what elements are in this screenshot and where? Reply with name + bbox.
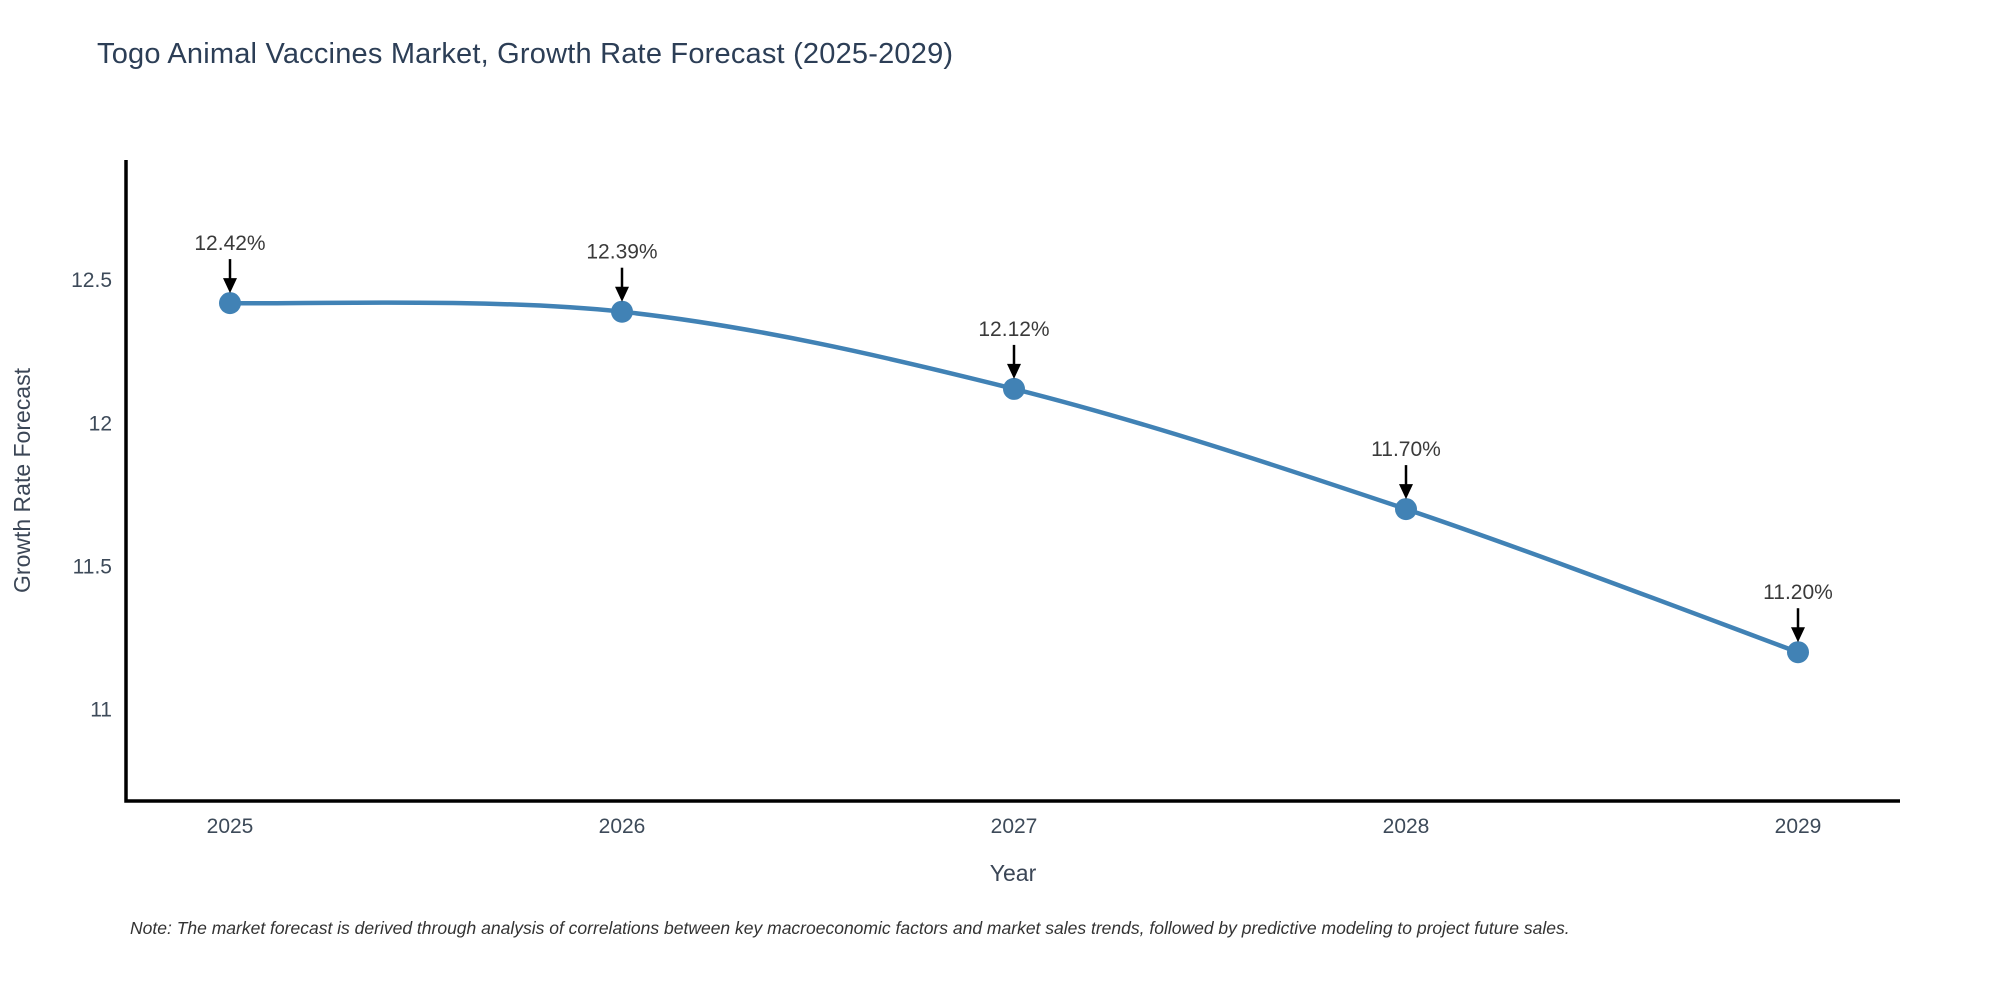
data-point-label: 11.70% — [1371, 438, 1441, 461]
data-point — [1787, 641, 1809, 664]
x-tick-label: 2027 — [991, 815, 1038, 838]
data-point-label: 12.42% — [194, 232, 265, 255]
y-tick-label: 12 — [89, 412, 112, 435]
axis-spines — [124, 160, 1900, 803]
chart-footnote: Note: The market forecast is derived thr… — [130, 918, 1570, 938]
chart-title: Togo Animal Vaccines Market, Growth Rate… — [97, 38, 954, 70]
annotation-arrowhead — [615, 286, 629, 302]
y-axis-title: Growth Rate Forecast — [9, 367, 35, 593]
data-point-label: 12.12% — [978, 318, 1049, 341]
y-tick-label: 12.5 — [71, 269, 112, 292]
x-tick-label: 2029 — [1775, 815, 1822, 838]
x-tick-label: 2025 — [207, 815, 254, 838]
data-point-label: 12.39% — [586, 241, 657, 264]
data-point-label: 11.20% — [1763, 581, 1833, 604]
y-tick-label: 11 — [90, 698, 112, 721]
data-point — [1395, 498, 1417, 521]
data-point — [219, 292, 241, 315]
data-point — [611, 300, 633, 323]
x-tick-label: 2028 — [1383, 815, 1430, 838]
y-tick-label: 11.5 — [73, 555, 112, 578]
annotation-arrowhead — [223, 278, 237, 294]
x-axis-title: Year — [990, 860, 1037, 886]
annotation-arrowhead — [1791, 627, 1805, 643]
x-tick-label: 2026 — [599, 815, 646, 838]
annotation-arrowhead — [1007, 363, 1021, 379]
annotation-arrowhead — [1399, 484, 1413, 500]
data-point — [1003, 377, 1025, 400]
